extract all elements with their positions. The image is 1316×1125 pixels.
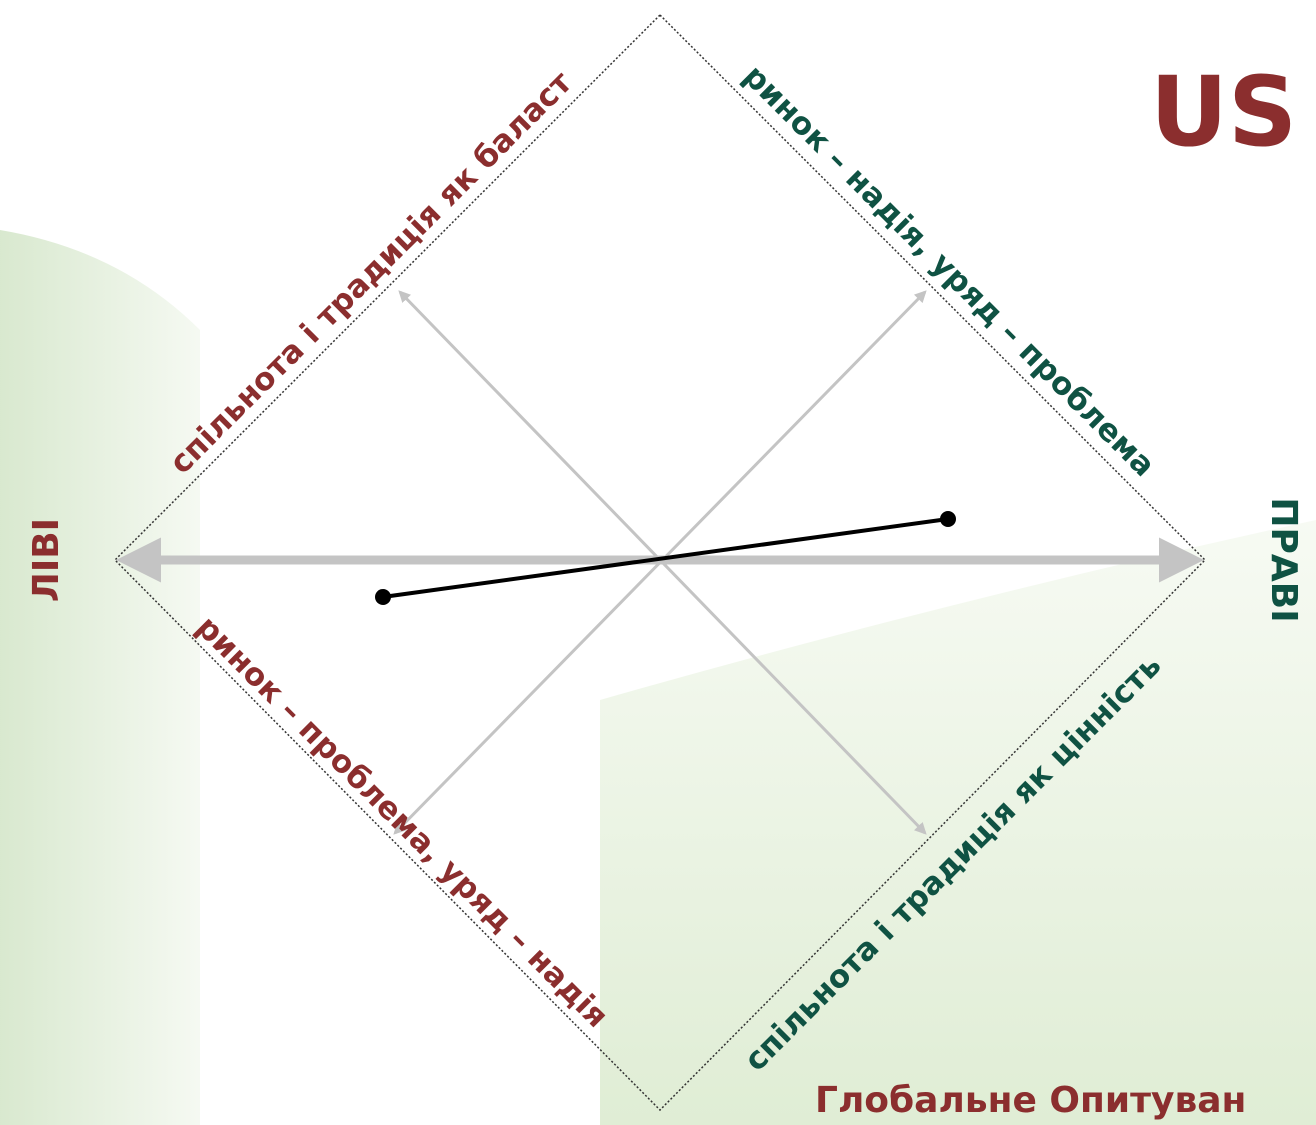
position-dot (940, 511, 956, 527)
position-dot (375, 589, 391, 605)
footer: Глобальне Опитуван (815, 1080, 1246, 1121)
diamond (113, 13, 1207, 1112)
right-label: ПРАВІ (1263, 497, 1304, 622)
background-left (0, 230, 200, 1125)
position-line (382, 517, 949, 599)
title: US (1150, 56, 1297, 168)
edge-label: спільнота і традиція як баласт (163, 65, 579, 481)
left-label: ЛІВІ (26, 518, 67, 602)
